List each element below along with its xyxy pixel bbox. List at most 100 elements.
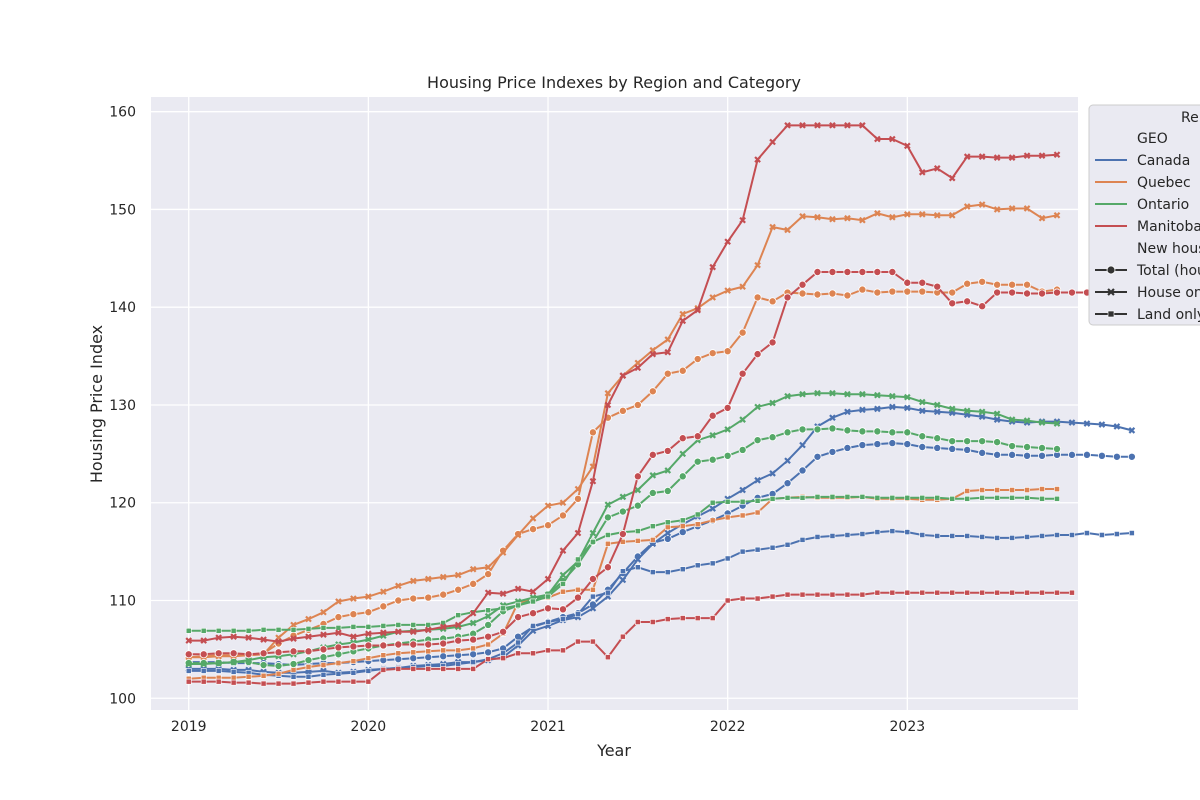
data-point-x: [844, 390, 851, 398]
data-point-circle: [798, 280, 807, 289]
data-point-square: [275, 670, 282, 677]
data-point-x: [918, 210, 926, 218]
data-point-x: [694, 306, 702, 314]
data-point-square: [634, 538, 641, 544]
data-point-square: [1024, 487, 1030, 493]
data-point-circle: [918, 432, 927, 441]
data-point-square: [634, 619, 641, 625]
data-point-square: [664, 519, 671, 526]
data-point-square: [395, 622, 402, 628]
data-point-square: [620, 633, 626, 640]
data-point-square: [1084, 530, 1090, 536]
data-point-x: [185, 637, 193, 644]
data-point-square: [320, 662, 327, 668]
data-point-circle: [933, 282, 942, 291]
data-point-x: [604, 389, 612, 397]
data-point-circle: [648, 450, 657, 459]
data-point-x: [454, 621, 462, 629]
data-point-circle: [843, 291, 852, 300]
data-point-square: [440, 647, 447, 654]
data-point-circle: [588, 428, 597, 437]
data-point-circle: [813, 425, 822, 434]
x-tick-label: 2023: [890, 719, 926, 735]
data-point-x: [679, 450, 687, 458]
data-point-square: [739, 595, 746, 602]
data-point-square: [1039, 533, 1045, 539]
data-point-x: [664, 348, 672, 356]
data-point-x: [484, 589, 492, 597]
data-point-circle: [933, 434, 942, 443]
data-point-x: [245, 634, 252, 641]
data-point-circle: [573, 494, 582, 503]
data-point-x: [769, 138, 776, 146]
data-point-x: [1038, 152, 1046, 159]
data-point-square: [440, 666, 447, 672]
data-point-square: [709, 499, 716, 506]
data-point-square: [350, 658, 357, 664]
data-point-square: [290, 680, 297, 687]
data-point-x: [799, 441, 806, 449]
data-point-square: [1054, 486, 1060, 492]
data-point-circle: [723, 403, 732, 412]
data-point-square: [455, 647, 462, 654]
data-point-square: [215, 678, 222, 685]
data-point-x: [754, 261, 761, 269]
data-point-square: [949, 495, 956, 502]
data-point-square: [470, 659, 477, 665]
data-point-circle: [1008, 442, 1017, 451]
data-point-circle: [813, 268, 822, 277]
data-point-x: [963, 407, 971, 415]
data-point-square: [649, 537, 656, 543]
data-point-circle: [783, 428, 792, 437]
data-point-circle: [199, 650, 208, 659]
data-point-circle: [663, 369, 672, 378]
data-point-circle: [828, 424, 837, 433]
data-point-circle: [394, 655, 403, 664]
data-point-circle: [888, 268, 897, 277]
data-point-square: [500, 650, 506, 657]
data-point-square: [215, 627, 222, 634]
data-point-square: [245, 679, 252, 686]
data-point-circle: [753, 436, 762, 445]
data-point-x: [544, 502, 552, 509]
data-point-square: [1024, 534, 1030, 540]
series-layer: [184, 122, 1136, 687]
data-point-square: [545, 647, 551, 654]
data-point-square: [560, 616, 566, 622]
data-point-circle: [588, 574, 597, 583]
data-point-circle: [753, 293, 762, 302]
data-point-circle: [1008, 450, 1017, 459]
data-point-x: [439, 573, 447, 581]
data-point-x: [679, 310, 687, 318]
data-point-x: [739, 283, 746, 290]
data-point-circle: [1067, 450, 1076, 459]
data-point-square: [724, 597, 731, 604]
data-point-square: [485, 656, 491, 663]
data-point-square: [470, 645, 477, 652]
data-point-square: [664, 524, 671, 531]
data-point-x: [664, 467, 672, 474]
data-point-square: [575, 638, 581, 645]
data-point-square: [1054, 532, 1060, 538]
data-point-x: [230, 658, 237, 666]
data-point-circle: [289, 660, 298, 669]
data-point-circle: [484, 570, 493, 579]
data-point-x: [709, 294, 717, 301]
data-point-x: [260, 636, 267, 643]
data-point-circle: [454, 636, 463, 645]
data-point-circle: [993, 280, 1002, 289]
data-point-x: [889, 213, 896, 221]
data-point-circle: [813, 452, 822, 461]
data-point-circle: [993, 450, 1002, 459]
data-point-circle: [633, 501, 642, 510]
data-point-circle: [693, 457, 702, 466]
data-point-square: [1099, 532, 1105, 538]
data-point-square: [694, 511, 701, 518]
data-point-x: [559, 571, 567, 579]
data-point-circle: [1008, 280, 1017, 289]
data-point-square: [200, 627, 207, 634]
data-point-x: [574, 485, 582, 493]
data-point-x: [754, 403, 761, 411]
data-point-square: [829, 591, 836, 598]
data-point-square: [679, 615, 686, 621]
